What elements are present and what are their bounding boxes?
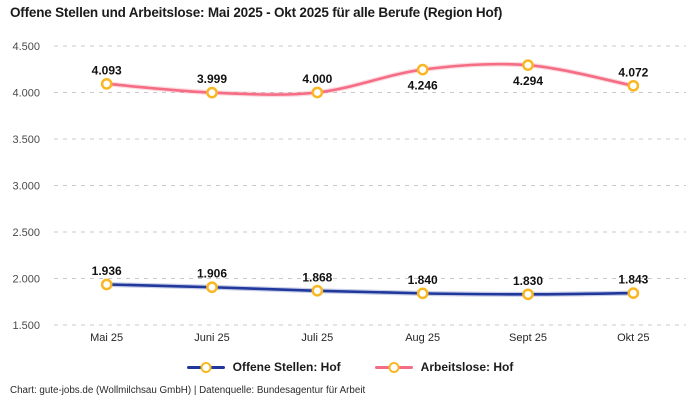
x-axis-label: Juli 25 [301, 332, 333, 344]
data-point-label: 4.093 [92, 63, 122, 77]
x-axis-label: Juni 25 [194, 332, 229, 344]
series-line [105, 283, 635, 296]
legend-label-arbeitslose: Arbeitslose: Hof [420, 360, 514, 374]
legend-marker-icon [200, 361, 212, 373]
data-point-label: 1.830 [513, 274, 543, 288]
series-line [105, 62, 635, 96]
x-axis-label: Sept 25 [509, 332, 547, 344]
data-point-label: 1.843 [618, 273, 648, 287]
source-attribution: Chart: gute-jobs.de (Wollmilchsau GmbH) … [10, 385, 366, 396]
line-chart: 4.500 4.000 3.500 3.000 2.500 2.000 1.500 Mai 2… [12, 41, 686, 344]
legend-label-offene-stellen: Offene Stellen: Hof [232, 360, 341, 374]
data-point-marker[interactable] [311, 86, 324, 99]
y-tick-label: 4.000 [12, 88, 40, 100]
y-tick-label: 1.500 [12, 320, 40, 332]
data-point-label: 1.936 [92, 264, 122, 278]
data-point-marker[interactable] [206, 86, 218, 99]
x-axis-label: Aug 25 [405, 332, 440, 344]
x-axis-label: Mai 25 [90, 332, 123, 344]
data-point-marker[interactable] [522, 288, 534, 301]
data-point-label: 1.840 [408, 273, 438, 287]
data-point-marker[interactable] [206, 281, 218, 294]
x-axis-label: Okt 25 [617, 332, 649, 344]
data-point-marker[interactable] [100, 278, 113, 291]
legend-item-offene-stellen[interactable]: Offene Stellen: Hof [186, 360, 341, 374]
legend-swatch-offene-stellen [186, 361, 225, 374]
y-tick-label: 3.000 [12, 181, 40, 193]
y-tick-label: 4.500 [12, 41, 40, 53]
data-point-marker[interactable] [416, 63, 429, 76]
y-tick-label: 2.500 [12, 227, 40, 239]
legend-item-arbeitslose[interactable]: Arbeitslose: Hof [374, 360, 514, 374]
data-point-marker[interactable] [627, 79, 640, 92]
data-point-label: 4.294 [513, 74, 543, 88]
data-point-label: 1.868 [302, 270, 332, 284]
y-tick-label: 2.000 [12, 274, 40, 286]
chart-legend: Offene Stellen: Hof Arbeitslose: Hof [0, 360, 700, 374]
data-point-label: 3.999 [197, 72, 227, 86]
legend-swatch-arbeitslose [374, 361, 413, 374]
data-point-label: 4.072 [618, 65, 648, 79]
data-point-marker[interactable] [416, 287, 429, 300]
y-tick-label: 3.500 [12, 134, 40, 146]
data-point-marker[interactable] [522, 59, 534, 72]
data-point-marker[interactable] [627, 287, 640, 299]
data-point-marker[interactable] [311, 284, 324, 297]
data-point-label: 1.906 [197, 267, 227, 281]
data-point-label: 4.000 [302, 72, 332, 86]
chart-title: Offene Stellen und Arbeitslose: Mai 2025… [10, 5, 503, 20]
legend-marker-icon [388, 361, 400, 373]
data-point-marker[interactable] [100, 78, 113, 90]
data-point-label: 4.246 [408, 79, 438, 93]
